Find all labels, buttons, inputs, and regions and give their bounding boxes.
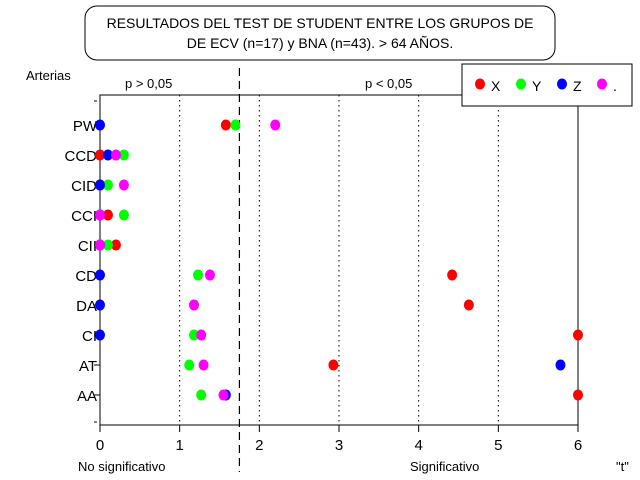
point-at-series-4 xyxy=(198,359,209,371)
region-top-label-left: p > 0,05 xyxy=(125,76,172,91)
legend-marker-series-2 xyxy=(516,78,526,90)
category-label-cid: CID xyxy=(71,178,97,195)
legend-label-series-3: Z xyxy=(573,78,582,94)
point-da-series-4 xyxy=(189,299,200,311)
point-ci-series-4 xyxy=(196,329,207,341)
x-tick-label-6: 6 xyxy=(574,437,582,454)
point-cii-series-4 xyxy=(95,239,105,251)
category-label-da: DA xyxy=(76,298,97,315)
point-pw-series-3 xyxy=(95,119,105,131)
point-cd-series-3 xyxy=(95,269,105,281)
point-ccd-series-3 xyxy=(102,149,113,161)
category-label-cci: CCI xyxy=(71,208,97,225)
point-at-series-3 xyxy=(555,359,566,371)
point-aa-series-1 xyxy=(573,389,583,401)
x-tick-label-2: 2 xyxy=(255,437,263,454)
x-tick-label-0: 0 xyxy=(96,437,104,454)
point-cd-series-1 xyxy=(447,269,458,281)
region-top-label-right: p < 0,05 xyxy=(365,76,412,91)
point-da-series-3 xyxy=(95,299,105,311)
point-aa-series-2 xyxy=(196,389,207,401)
region-bottom-label-left: No significativo xyxy=(78,459,165,474)
point-da-series-1 xyxy=(463,299,474,311)
x-axis-label: "t" xyxy=(616,459,629,474)
point-ci-series-3 xyxy=(95,329,105,341)
legend-marker-series-3 xyxy=(557,78,567,90)
point-ci-series-1 xyxy=(573,329,583,341)
legend-label-series-4: . xyxy=(613,78,617,94)
point-cid-series-2 xyxy=(102,179,113,191)
point-cid-series-3 xyxy=(95,179,105,191)
point-pw-series-4 xyxy=(270,119,281,131)
point-at-series-1 xyxy=(328,359,339,371)
y-axis-label: Arterias xyxy=(26,68,71,83)
chart-title-line-1: RESULTADOS DEL TEST DE STUDENT ENTRE LOS… xyxy=(107,15,534,31)
point-at-series-2 xyxy=(184,359,195,371)
x-tick-label-3: 3 xyxy=(335,437,343,454)
point-ci-series-2 xyxy=(189,329,200,341)
x-tick-label-5: 5 xyxy=(494,437,502,454)
point-cci-series-2 xyxy=(118,209,129,221)
legend-marker-series-4 xyxy=(597,78,607,90)
category-label-pw: PW xyxy=(73,118,98,135)
point-ccd-series-1 xyxy=(95,149,105,161)
title-box xyxy=(84,5,556,61)
category-label-aa: AA xyxy=(77,388,97,405)
category-label-ccd: CCD xyxy=(65,148,98,165)
category-label-cd: CD xyxy=(75,268,97,285)
point-cid-series-4 xyxy=(118,179,129,191)
point-cd-series-2 xyxy=(192,269,203,281)
category-label-cii: CII xyxy=(78,238,97,255)
legend-label-series-2: Y xyxy=(532,78,542,94)
chart-title-line-2: DE ECV (n=17) y BNA (n=43). > 64 AÑOS. xyxy=(187,35,454,51)
category-label-ci: CI xyxy=(82,328,97,345)
legend-marker-series-1 xyxy=(475,78,485,90)
point-pw-series-1 xyxy=(220,119,231,131)
point-ccd-series-2 xyxy=(118,149,129,161)
point-aa-series-4 xyxy=(218,389,229,401)
point-ccd-series-4 xyxy=(110,149,121,161)
region-bottom-label-right: Significativo xyxy=(410,459,479,474)
point-pw-series-2 xyxy=(230,119,241,131)
point-cii-series-2 xyxy=(102,239,113,251)
x-tick-label-1: 1 xyxy=(175,437,183,454)
x-tick-label-4: 4 xyxy=(414,437,422,454)
point-cd-series-4 xyxy=(204,269,215,281)
category-label-at: AT xyxy=(79,358,97,375)
legend-label-series-1: X xyxy=(491,78,501,94)
point-cci-series-1 xyxy=(102,209,113,221)
point-cci-series-4 xyxy=(95,209,105,221)
point-cii-series-1 xyxy=(110,239,121,251)
